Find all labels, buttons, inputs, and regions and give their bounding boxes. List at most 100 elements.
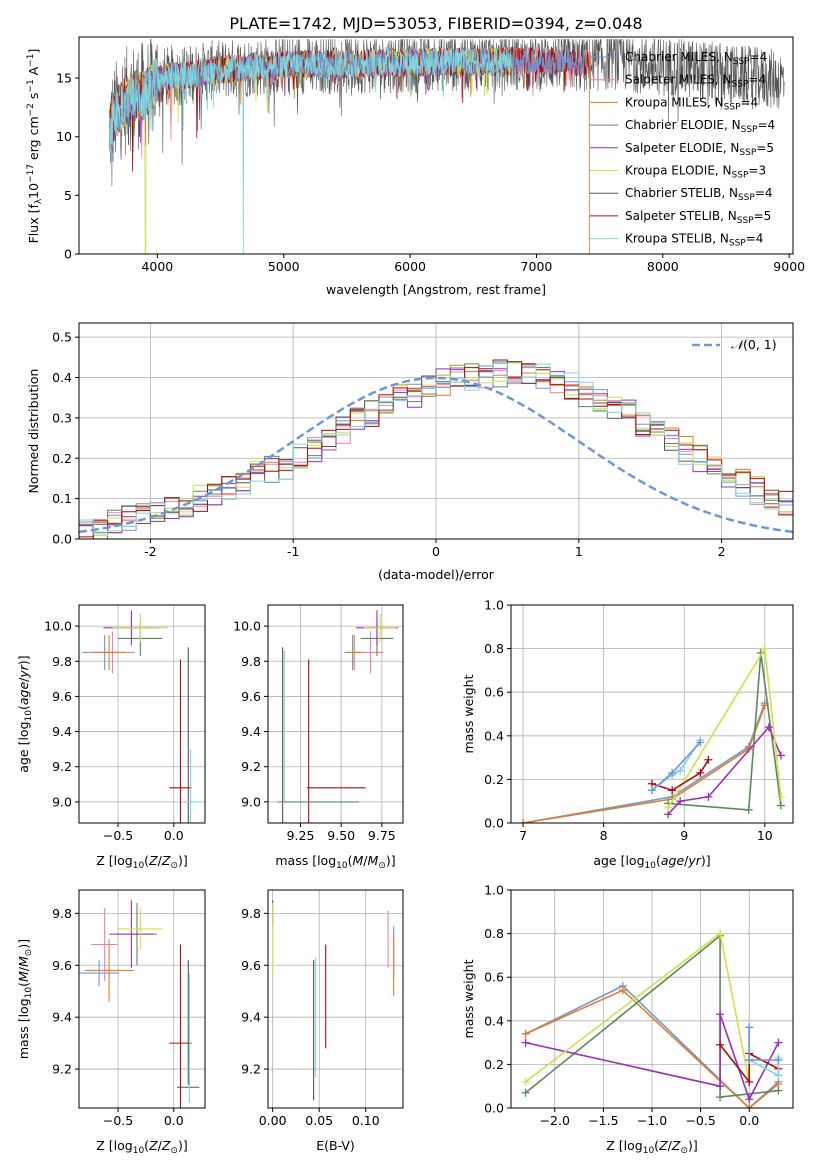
panel-mass_vs_ebv: 0.00 0.05 0.10 9.2 9.4 9.6 9.8: [241, 889, 404, 1128]
data-marker: [519, 819, 528, 823]
panel-residual_hist: -2 -1 0 1 2 0.0 0.1 0.2 0.3 0.4 0.5: [52, 322, 794, 559]
series-line-kroupa-elodie: [525, 932, 750, 1083]
y-tick-label: 10.0: [233, 619, 261, 634]
x-tick-label: 0.05: [305, 1113, 333, 1128]
y-tick-label: 0.8: [484, 926, 504, 941]
data-marker: [676, 766, 685, 775]
x-axis-label: Z [log10(Z/Z⊙)]: [96, 1138, 188, 1156]
y-tick-label: 0.0: [484, 816, 504, 831]
x-tick-label: 7: [519, 828, 527, 843]
y-tick-label: 0.6: [484, 970, 504, 985]
y-tick-label: 9.2: [52, 1062, 72, 1077]
y-tick-label: 15: [56, 71, 72, 86]
panel-massweight_vs_Z: −2.0 −1.5 −1.0 −0.5 0.0 0.0 0.2 0.4 0.6 0.8 1.0: [484, 883, 794, 1128]
panel-spectrum: 4000 5000 6000 7000 8000 9000 0 5 10 15: [56, 36, 805, 274]
x-tick-label: 9.25: [287, 828, 315, 843]
x-tick-label: 4000: [141, 259, 173, 274]
x-tick-label: -1: [287, 544, 299, 559]
y-tick-label: 9.2: [241, 1062, 261, 1077]
y-tick-label: 0.6: [484, 685, 504, 700]
legend-label: 𝒩(0, 1): [731, 337, 777, 352]
spectrum-legend: Chabrier MILES, NSSP=4 Salpeter MILES, NS…: [590, 50, 775, 249]
x-axis-label: (data-model)/error: [378, 567, 495, 582]
data-marker: [760, 644, 769, 653]
x-tick-label: −0.5: [103, 828, 133, 843]
legend-label: Salpeter MILES, NSSP=4: [625, 73, 766, 90]
data-marker: [696, 738, 705, 747]
y-tick-label: 9.4: [52, 1010, 72, 1025]
x-tick-label: 0.0: [164, 828, 184, 843]
data-marker: [716, 1093, 725, 1102]
data-marker: [676, 797, 685, 806]
y-tick-label: 9.8: [52, 906, 72, 921]
series-line-kroupa-miles: [525, 989, 779, 1108]
x-axis-label: mass [log10(M/M⊙)]: [275, 853, 395, 871]
y-tick-label: 0.0: [484, 1101, 504, 1116]
y-tick-label: 0.8: [484, 641, 504, 656]
y-tick-label: 9.6: [52, 689, 72, 704]
y-tick-label: 0.5: [52, 330, 72, 345]
y-axis-label: Normed distribution: [26, 369, 41, 494]
plot-area: [82, 610, 200, 823]
legend-label: Kroupa MILES, NSSP=4: [625, 95, 758, 112]
y-tick-label: 0.1: [52, 491, 72, 506]
panel-age_vs_Z: −0.5 0.0 9.0 9.2 9.4 9.6 9.8 10.0: [44, 604, 206, 843]
series-line-salpeter-elodie: [667, 725, 782, 815]
plot-area: [519, 644, 785, 823]
data-marker: [716, 1040, 725, 1049]
y-tick-label: 10: [56, 129, 72, 144]
plot-area: [79, 900, 200, 1108]
y-tick-label: 0: [64, 247, 72, 262]
plot-area: [272, 900, 395, 1101]
y-tick-label: 0.4: [52, 370, 72, 385]
y-tick-label: 1.0: [484, 883, 504, 898]
x-tick-label: 8000: [647, 259, 679, 274]
x-tick-label: 9000: [773, 259, 805, 274]
y-tick-label: 9.4: [52, 724, 72, 739]
x-tick-label: 0.10: [352, 1113, 380, 1128]
y-tick-label: 9.6: [241, 958, 261, 973]
x-tick-label: 7000: [521, 259, 553, 274]
y-tick-label: 9.0: [52, 794, 72, 809]
y-tick-label: 9.8: [52, 654, 72, 669]
hist-step-salpeter-stelib: [79, 359, 793, 539]
data-marker: [521, 1077, 530, 1086]
y-tick-label: 5: [64, 188, 72, 203]
data-marker: [745, 1104, 754, 1108]
hist-step-kroupa-stelib: [79, 362, 793, 539]
y-axis-label: Flux [fλ10−17 erg cm−2 s−1 A−1]: [26, 49, 44, 244]
legend-label: Salpeter ELODIE, NSSP=5: [625, 141, 774, 158]
series-line-salpeter-stelib: [651, 759, 710, 792]
x-axis-label: E(B-V): [316, 1138, 355, 1153]
y-tick-label: 1.0: [484, 598, 504, 613]
data-marker: [745, 1077, 754, 1086]
y-tick-label: 0.2: [484, 1057, 504, 1072]
axes-frame: [267, 604, 404, 824]
x-tick-label: -2: [144, 544, 156, 559]
y-tick-label: 0.0: [52, 532, 72, 547]
y-tick-label: 0.3: [52, 410, 72, 425]
panel-massweight_vs_age: 7 8 9 10 0.0 0.2 0.4 0.6 0.8 1.0: [484, 598, 794, 843]
y-tick-label: 9.2: [52, 759, 72, 774]
x-tick-label: 0.0: [739, 1113, 759, 1128]
x-tick-label: −0.5: [685, 1113, 715, 1128]
axes-frame: [78, 36, 794, 255]
x-axis-label: age [log10(age/yr)]: [593, 853, 710, 871]
data-marker: [521, 1038, 530, 1047]
data-marker: [774, 1038, 783, 1047]
gaussian-curve: [79, 376, 793, 534]
x-tick-label: 9.50: [327, 828, 355, 843]
x-tick-label: −2.0: [540, 1113, 570, 1128]
panel-mass_vs_Z: −0.5 0.0 9.2 9.4 9.6 9.8: [52, 889, 206, 1128]
plot-area: [79, 359, 793, 539]
data-marker: [774, 1056, 783, 1065]
hist-step-salpeter-elodie: [79, 368, 793, 539]
data-marker: [745, 1095, 754, 1104]
x-tick-label: 1: [575, 544, 583, 559]
x-tick-label: 10: [757, 828, 773, 843]
y-tick-label: 9.0: [241, 794, 261, 809]
y-tick-label: 9.2: [241, 759, 261, 774]
data-marker: [776, 801, 785, 810]
y-tick-label: 9.6: [241, 689, 261, 704]
y-tick-label: 9.8: [241, 654, 261, 669]
